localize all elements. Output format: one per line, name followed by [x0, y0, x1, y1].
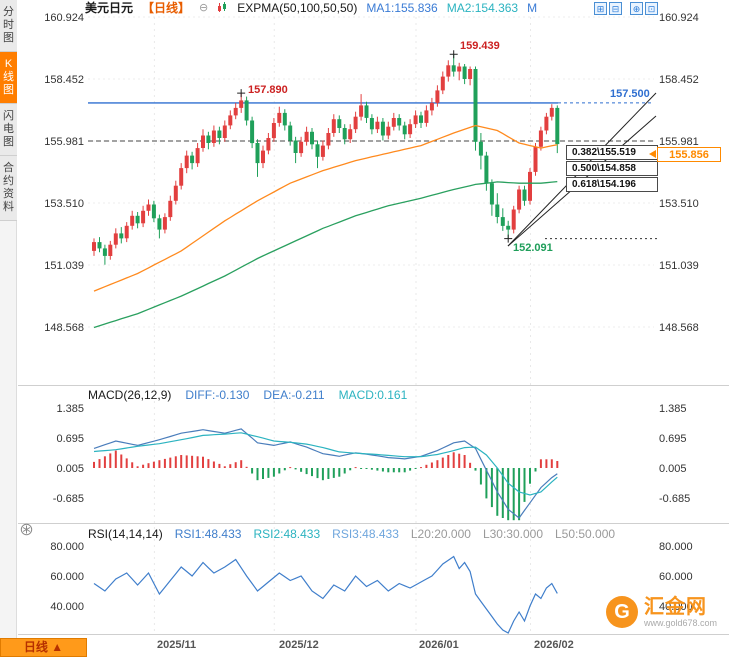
chart-header: 美元日元 【日线】 ⊖ EXPMA(50,100,50,50) MA1:155.…	[85, 0, 538, 16]
axis-label: 1.385	[56, 403, 84, 415]
axis-label: 153.510	[44, 198, 84, 210]
collapse-indicator-icon[interactable]: ⊖	[199, 2, 209, 14]
axis-label: 1.385	[659, 403, 687, 415]
macd-dea-value: DEA:-0.211	[263, 388, 325, 402]
fullscreen-icon[interactable]: ⊡	[645, 2, 658, 15]
sidebar-tab-lightning-chart[interactable]: 闪电图	[0, 104, 17, 156]
x-axis-label-2025-12: 2025/12	[279, 639, 319, 651]
macd-title: MACD(26,12,9)	[88, 388, 172, 402]
axis-label: 40.000	[659, 601, 693, 613]
axis-label: 151.039	[659, 260, 699, 272]
macd-diff-line	[93, 428, 558, 519]
sidebar-tab-kline-chart[interactable]: K线图	[0, 52, 17, 104]
logo-url-text: www.gold678.com	[644, 617, 718, 628]
sidebar-tab-contract-info[interactable]: 合约资料	[0, 156, 17, 221]
ema-slow-line	[93, 180, 558, 329]
sidebar-tab-time-chart[interactable]: 分时图	[0, 0, 17, 52]
truncated-ma-label: M	[527, 0, 538, 15]
low-cross-marker	[504, 234, 513, 243]
axis-label: 0.695	[56, 433, 84, 445]
zoom-in-icon[interactable]: ⊞	[594, 2, 607, 15]
rsi-title: RSI(14,14,14)	[88, 527, 163, 541]
rsi-line	[93, 555, 558, 634]
rsi-l30-value: L30:30.000	[482, 527, 543, 541]
fib-level-0500[interactable]: 0.500\154.858	[566, 161, 658, 176]
axis-label: 155.981	[44, 136, 84, 148]
axis-label: 160.924	[659, 12, 699, 24]
ma2-value: MA2:154.363	[446, 0, 519, 15]
indicator-label: EXPMA(50,100,50,50)	[237, 0, 358, 15]
rsi3-value: RSI3:48.433	[332, 527, 399, 541]
site-logo: G 汇金网 www.gold678.com	[606, 596, 717, 628]
low-annotation-152091: 152.091	[513, 242, 553, 254]
axis-label: 148.568	[44, 322, 84, 334]
macd-macd-value: MACD:0.161	[338, 388, 408, 402]
ma1-value: MA1:155.836	[366, 0, 438, 15]
axis-label: 0.695	[659, 433, 687, 445]
axis-label: 155.981	[659, 136, 699, 148]
period-label: 【日线】	[142, 1, 191, 15]
macd-diff-value: DIFF:-0.130	[185, 388, 250, 402]
current-price-arrow-icon	[649, 150, 656, 158]
logo-brand-text: 汇金网	[644, 595, 707, 618]
axis-label: 151.039	[44, 260, 84, 272]
axis-label: 60.000	[50, 571, 84, 583]
fib-level-0618[interactable]: 0.618\154.196	[566, 177, 658, 192]
zoom-out-icon[interactable]: ⊟	[609, 2, 622, 15]
axis-label: 0.005	[659, 463, 687, 475]
chart-toolbar: ⊞ ⊟ ⊕ ⊡	[594, 2, 658, 15]
x-axis-label-2026-02: 2026/02	[534, 639, 574, 651]
axis-label: 158.452	[659, 74, 699, 86]
axis-label: 0.005	[56, 463, 84, 475]
rsi-l50-value: L50:50.000	[555, 527, 616, 541]
rsi-panel-header: RSI(14,14,14) RSI1:48.433 RSI2:48.433 RS…	[88, 527, 615, 541]
axis-label: 80.000	[50, 541, 84, 553]
high-annotation-159439: 159.439	[460, 40, 500, 52]
candlestick-mini-icon	[217, 2, 228, 13]
x-axis-label-2026-01: 2026/01	[419, 639, 459, 651]
timeframe-tab[interactable]: 日线 ▲	[0, 638, 87, 657]
current-price-tag: 155.856	[657, 147, 721, 162]
high-annotation-157890: 157.890	[248, 84, 288, 96]
macd-histogram	[93, 450, 559, 521]
axis-label: 158.452	[44, 74, 84, 86]
axis-label: 60.000	[659, 571, 693, 583]
left-sidebar: 分时图 K线图 闪电图 合约资料	[0, 0, 17, 657]
axis-label: 148.568	[659, 322, 699, 334]
rsi-l20-value: L20:20.000	[410, 527, 471, 541]
high1-cross-marker	[237, 89, 246, 98]
axis-label: 153.510	[659, 198, 699, 210]
x-axis-label-2025-11: 2025/11	[157, 639, 197, 651]
candlestick-series	[92, 54, 560, 265]
axis-label: -0.685	[53, 493, 84, 505]
axis-label: 80.000	[659, 541, 693, 553]
fib-level-0382[interactable]: 0.382\155.519	[566, 145, 658, 160]
symbol-name: 美元日元	[85, 1, 134, 15]
rsi2-value: RSI2:48.433	[253, 527, 321, 541]
resistance-level-label: 157.500	[610, 88, 650, 100]
high2-cross-marker	[449, 50, 458, 59]
ema-fast-line	[93, 124, 558, 292]
macd-panel-header: MACD(26,12,9) DIFF:-0.130 DEA:-0.211 MAC…	[88, 388, 407, 402]
gridlines	[88, 16, 654, 632]
axis-label: 40.000	[50, 601, 84, 613]
indicator-settings-icon[interactable]	[20, 523, 33, 541]
axis-labels: 160.924 160.924 158.452 158.452 155.981 155.9…	[44, 12, 699, 613]
macd-dea-line	[93, 432, 558, 496]
logo-circle-icon: G	[606, 596, 638, 628]
area-zoom-icon[interactable]: ⊕	[630, 2, 643, 15]
axis-label: 160.924	[44, 12, 84, 24]
rsi1-value: RSI1:48.433	[174, 527, 242, 541]
axis-label: -0.685	[659, 493, 690, 505]
